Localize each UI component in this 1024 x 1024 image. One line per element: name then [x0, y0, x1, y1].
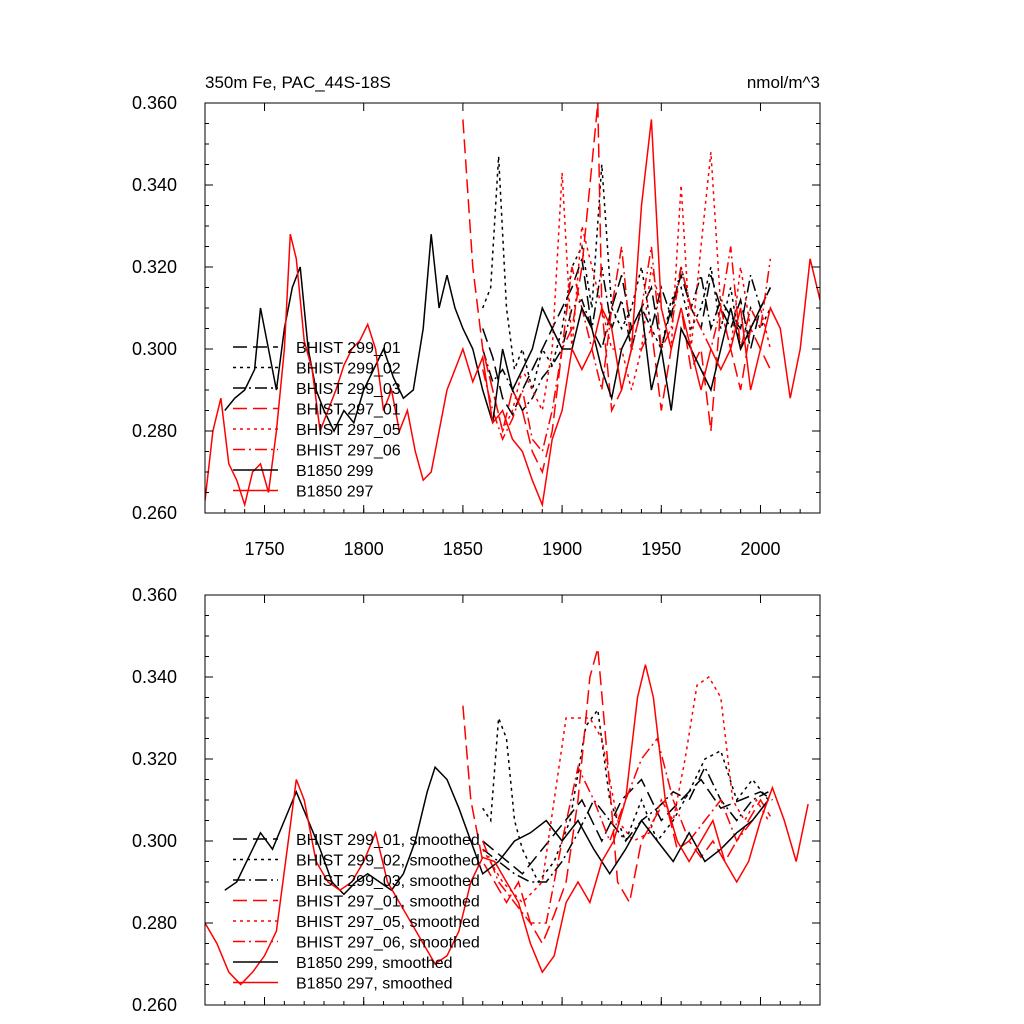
- bottom-series-line-8: [205, 664, 809, 986]
- top-legend-label-1: BHIST 299_01: [296, 340, 401, 357]
- top-panel-legend: BHIST 299_01 BHIST 299_02 BHIST 299_03 BHIS…: [233, 340, 401, 501]
- bottom-ytick-label: 0.260: [132, 995, 177, 1015]
- top-xtick-label: 1750: [244, 539, 284, 559]
- bottom-panel: 0.260 0.280 0.300 0.320 0.340 0.360 BHIST 299…: [132, 585, 821, 1015]
- bottom-ytick-label: 0.300: [132, 831, 177, 851]
- top-ytick-label: 0.320: [132, 257, 177, 277]
- bottom-ytick-label: 0.340: [132, 667, 177, 687]
- bottom-series-line-3: [482, 765, 769, 883]
- bottom-series-line-7: [224, 765, 769, 896]
- top-ytick-label: 0.300: [132, 339, 177, 359]
- bottom-legend-label-2: BHIST 299_02, smoothed: [296, 853, 480, 870]
- bottom-series-line-6: [482, 736, 769, 924]
- top-ytick-label: 0.260: [132, 503, 177, 523]
- top-series-line-6: [481, 246, 772, 454]
- top-panel-units: nmol/m^3: [747, 73, 820, 92]
- top-legend-label-4: BHIST 297_01: [296, 402, 401, 419]
- bottom-ytick-label: 0.360: [132, 585, 177, 605]
- bottom-legend-label-6: BHIST 297_06, smoothed: [296, 935, 480, 952]
- top-ytick-label: 0.360: [132, 93, 177, 113]
- top-legend-label-2: BHIST 299_02: [296, 361, 401, 378]
- bottom-legend-label-7: B1850 299, smoothed: [296, 955, 453, 972]
- top-ytick-label: 0.280: [132, 421, 177, 441]
- bottom-ytick-label: 0.280: [132, 913, 177, 933]
- bottom-series-line-1: [482, 778, 773, 875]
- top-xtick-label: 1900: [542, 539, 582, 559]
- bottom-series-line-5: [482, 675, 770, 904]
- top-legend-label-5: BHIST 297_05: [296, 422, 401, 439]
- bottom-legend-label-4: BHIST 297_01, smoothed: [296, 894, 480, 911]
- bottom-panel-legend: BHIST 299_01, smoothed BHIST 299_02, smoo…: [233, 832, 480, 993]
- top-series-line-3: [481, 266, 772, 412]
- top-panel: 350m Fe, PAC_44S-18S nmol/m^3 0.260 0.280…: [132, 73, 821, 559]
- bottom-legend-label-1: BHIST 299_01, smoothed: [296, 832, 480, 849]
- bottom-ytick-label: 0.320: [132, 749, 177, 769]
- bottom-panel-ticks: 0.260 0.280 0.300 0.320 0.340 0.360: [132, 585, 821, 1015]
- bottom-series-line-4: [462, 648, 772, 946]
- top-legend-label-8: B1850 297: [296, 484, 374, 501]
- top-xtick-label: 1850: [443, 539, 483, 559]
- top-xtick-label: 2000: [740, 539, 780, 559]
- top-xtick-label: 1800: [344, 539, 384, 559]
- top-panel-series: [205, 103, 820, 508]
- top-legend-label-7: B1850 299: [296, 463, 374, 480]
- top-legend-label-3: BHIST 299_03: [296, 381, 401, 398]
- bottom-legend-label-3: BHIST 299_03, smoothed: [296, 873, 480, 890]
- top-series-line-2: [482, 156, 772, 391]
- top-series-line-8: [205, 119, 820, 508]
- top-legend-label-6: BHIST 297_06: [296, 443, 401, 460]
- bottom-series-line-2: [482, 707, 769, 884]
- bottom-legend-label-8: B1850 297, smoothed: [296, 976, 453, 993]
- top-panel-title: 350m Fe, PAC_44S-18S: [205, 73, 391, 92]
- bottom-legend-label-5: BHIST 297_05, smoothed: [296, 914, 480, 931]
- top-panel-ticks: 0.260 0.280 0.300 0.320 0.340 0.360 1750 1800 18…: [132, 93, 821, 559]
- bottom-panel-series: [205, 648, 809, 986]
- top-series-line-5: [481, 152, 772, 434]
- top-xtick-label: 1950: [641, 539, 681, 559]
- top-ytick-label: 0.340: [132, 175, 177, 195]
